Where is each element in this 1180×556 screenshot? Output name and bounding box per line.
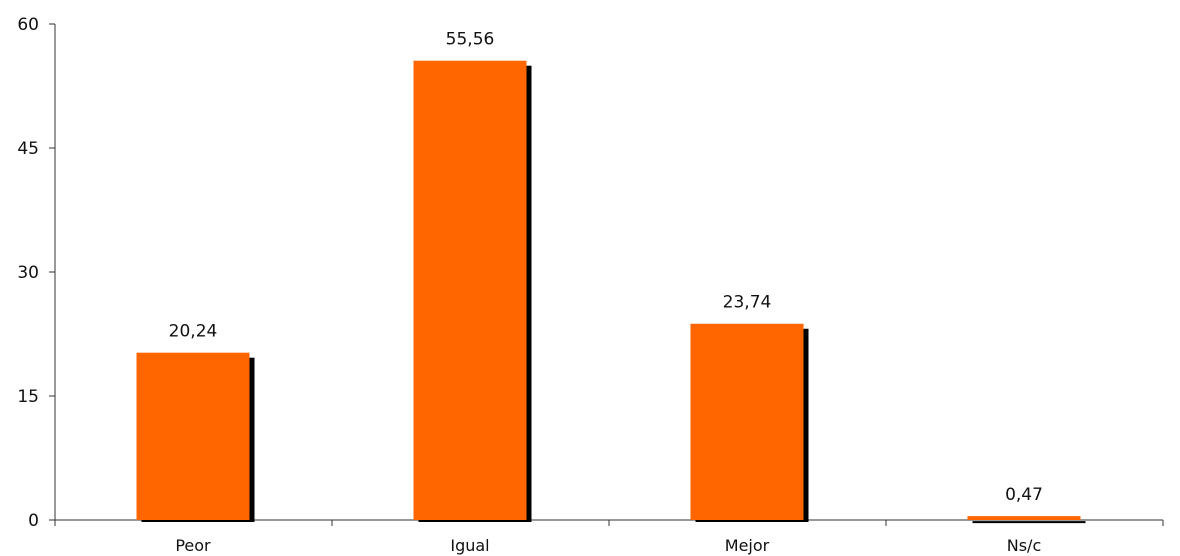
y-tick-label: 60 xyxy=(17,15,39,35)
bar-mejor xyxy=(690,323,804,520)
bar-igual xyxy=(413,60,527,520)
data-labels: 20,24 55,56 23,74 0,47 xyxy=(169,30,1043,505)
y-tick-label: 45 xyxy=(17,139,39,159)
x-tick-label: Igual xyxy=(450,536,489,555)
data-label: 55,56 xyxy=(446,30,495,50)
x-tick-label: Ns/c xyxy=(1007,536,1042,555)
y-tick-label: 0 xyxy=(28,511,39,531)
bar-shadow xyxy=(972,521,1086,524)
x-tick-label: Peor xyxy=(175,536,211,555)
data-label: 20,24 xyxy=(169,322,218,342)
data-label: 0,47 xyxy=(1005,485,1043,505)
bars xyxy=(136,60,1086,524)
data-label: 23,74 xyxy=(723,293,772,313)
y-tick-label: 15 xyxy=(17,387,39,407)
y-tick-label: 30 xyxy=(17,263,39,283)
x-axis: Peor Igual Mejor Ns/c xyxy=(54,519,1164,555)
bar-peor xyxy=(136,352,250,520)
x-tick-label: Mejor xyxy=(725,536,770,555)
bar-ns-c xyxy=(967,516,1081,520)
y-axis: 0 15 30 45 60 xyxy=(17,15,56,531)
